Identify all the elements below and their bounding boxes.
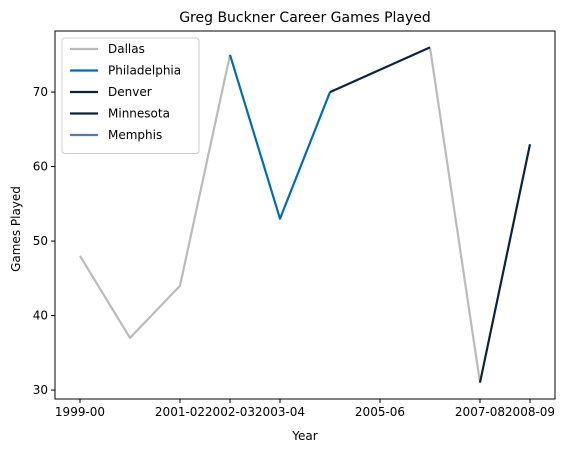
y-axis-label: Games Played [9,186,23,272]
chart-title: Greg Buckner Career Games Played [179,10,431,26]
legend-label: Memphis [108,128,162,142]
x-axis-label: Year [291,429,317,443]
series-line-dallas-0 [79,54,232,340]
y-tick-label: 40 [33,309,48,323]
legend-label: Minnesota [108,107,170,121]
legend: Dallas Philadelphia Denver Minnesota Memphis [61,37,200,154]
y-tick-label: 30 [33,383,48,397]
legend-label: Dallas [108,42,145,56]
x-tick-label: 2003-04 [255,405,305,419]
series-line-philadelphia-0 [228,54,332,220]
legend-box [61,37,200,154]
y-tick-label: 60 [33,160,48,174]
x-tick-label: 2005-06 [355,405,405,419]
series-line-dallas-1 [428,47,482,383]
x-tick-label: 2008-09 [505,405,555,419]
series-line-minnesota-0 [478,144,532,383]
legend-label: Philadelphia [108,64,181,78]
y-tick-label: 50 [33,234,48,248]
y-tick-label: 70 [33,85,48,99]
x-tick-label: 2002-03 [205,405,255,419]
series-line-denver-0 [329,46,431,94]
plot-area: 1999-00 2001-02 2002-03 2003-04 2005-06 2007-… [33,30,556,419]
plot-frame [54,30,556,400]
x-tick-label: 2007-08 [455,405,505,419]
x-tick-label: 2001-02 [155,405,205,419]
legend-label: Denver [108,85,152,99]
x-tick-label: 1999-00 [55,405,105,419]
